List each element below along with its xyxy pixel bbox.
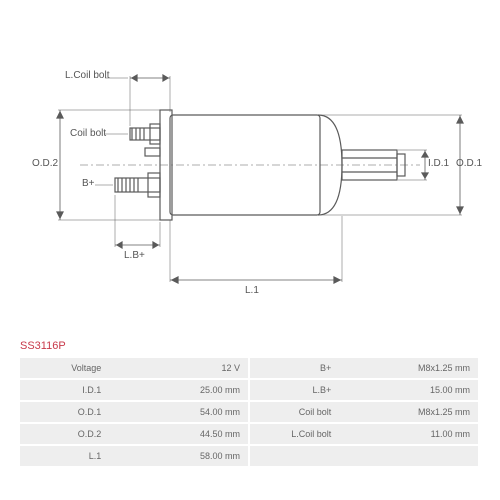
spec-label: I.D.1	[20, 380, 109, 400]
spec-value: 58.00 mm	[109, 446, 248, 466]
technical-drawing: O.D.2 O.D.1 I.D.1 L.1 L.B+ Coil bolt L.C…	[20, 20, 480, 320]
label-lcoilbolt: L.Coil bolt	[65, 70, 109, 81]
spec-label: L.Coil bolt	[250, 424, 339, 444]
spec-value: 15.00 mm	[339, 380, 478, 400]
solenoid-diagram	[20, 20, 480, 320]
spec-label	[250, 446, 339, 466]
table-row: Voltage 12 V B+ M8x1.25 mm	[20, 358, 480, 378]
spec-value: 44.50 mm	[109, 424, 248, 444]
label-od2: O.D.2	[32, 158, 58, 169]
label-lbplus: L.B+	[124, 250, 145, 261]
spec-label: Coil bolt	[250, 402, 339, 422]
spec-label: B+	[250, 358, 339, 378]
part-number: SS3116P	[20, 340, 66, 352]
label-od1: O.D.1	[456, 158, 482, 169]
table-row: L.1 58.00 mm	[20, 446, 480, 466]
spec-value: 11.00 mm	[339, 424, 478, 444]
table-row: I.D.1 25.00 mm L.B+ 15.00 mm	[20, 380, 480, 400]
label-coilbolt: Coil bolt	[70, 128, 106, 139]
table-row: O.D.2 44.50 mm L.Coil bolt 11.00 mm	[20, 424, 480, 444]
spec-value: 54.00 mm	[109, 402, 248, 422]
label-bplus: B+	[82, 178, 95, 189]
spec-label: O.D.1	[20, 402, 109, 422]
label-id1: I.D.1	[428, 158, 449, 169]
spec-label: L.B+	[250, 380, 339, 400]
spec-label: Voltage	[20, 358, 109, 378]
table-row: O.D.1 54.00 mm Coil bolt M8x1.25 mm	[20, 402, 480, 422]
spec-value	[339, 446, 478, 466]
spec-value: M8x1.25 mm	[339, 402, 478, 422]
spec-table: Voltage 12 V B+ M8x1.25 mm I.D.1 25.00 m…	[20, 358, 480, 468]
spec-label: O.D.2	[20, 424, 109, 444]
spec-label: L.1	[20, 446, 109, 466]
spec-value: M8x1.25 mm	[339, 358, 478, 378]
spec-value: 25.00 mm	[109, 380, 248, 400]
label-l1: L.1	[245, 285, 259, 296]
spec-value: 12 V	[109, 358, 248, 378]
